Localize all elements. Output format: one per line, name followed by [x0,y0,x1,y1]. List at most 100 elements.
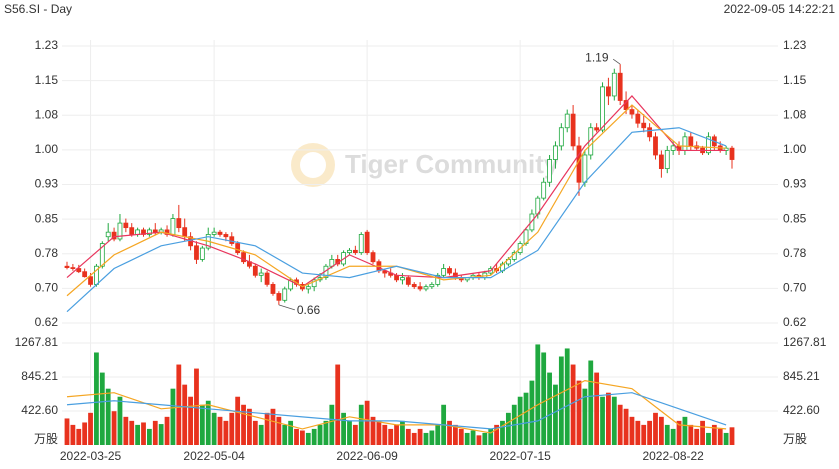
volume-bar [394,424,399,445]
volume-bar [541,352,547,445]
candle-body [435,274,441,285]
volume-bar [706,432,711,445]
volume-bar [305,432,311,445]
volume-bar [558,356,564,445]
candle-body [182,227,188,238]
volume-bar [594,372,600,445]
volume-bar [629,416,635,445]
candle-body [729,147,735,160]
candle-body [600,86,605,131]
volume-bar [388,428,394,445]
volume-bar [170,388,176,445]
volume-bar [182,384,188,445]
volume-bar [405,428,411,445]
volume-bar [252,420,258,445]
candle-body [176,218,182,229]
volume-bar [470,430,476,445]
volume-bar [123,416,129,445]
candle-body [82,271,88,278]
candle-body [311,279,317,288]
volume-bar [670,428,676,445]
volume-bar [188,396,193,445]
candle-body [152,229,158,233]
x-tick-label: 2022-06-09 [336,449,398,463]
volume-bar [364,400,370,445]
volume-bar [482,432,488,445]
candle-body [76,268,82,273]
volume-bar [505,412,511,445]
volume-bar [547,372,552,445]
candle-body [553,145,558,160]
volume-bar [99,372,105,445]
volume-bar [70,424,76,445]
volume-bar [411,432,417,445]
candle-body [429,284,435,288]
volume-bar [447,420,452,445]
volume-bar [94,352,99,445]
volume-bar [282,424,288,445]
y-tick-label-right: 1.00 [783,142,807,156]
candle-body [547,159,552,183]
symbol: S56.SI - Day [4,2,72,16]
volume-bar [111,411,117,445]
x-tick-label: 2022-05-04 [183,449,245,463]
y-tick-label-left: 1.15 [35,73,59,87]
volume-bar [317,424,323,445]
volume-bar [294,428,299,445]
candle-body [64,265,70,268]
annotation-leader [612,58,621,65]
moving-average-line [66,95,727,288]
volume-bar [517,396,523,445]
volume-bar [241,404,246,445]
volume-bar [453,424,458,445]
volume-bar [117,396,123,445]
candle-body [88,276,93,285]
volume-bar [258,424,264,445]
volume-bar [582,388,588,445]
candle-body [99,243,105,267]
volume-bar [217,416,223,445]
volume-bar [347,420,352,445]
candle-body [423,286,429,290]
volume-bar [176,364,182,445]
candle-body [664,150,670,170]
candle-body [105,231,111,238]
volume-bar [617,404,623,445]
candle-body [264,272,270,285]
volume-bar [141,422,146,445]
candle-body [647,127,653,138]
volume-bar [323,420,329,445]
volume-bar [223,420,229,445]
volume-bar [458,428,464,445]
candle-body [352,249,358,254]
candle-body [194,245,199,260]
volume-bar [600,396,605,445]
volume-bar [682,416,688,445]
y-tick-label-left: 0.85 [35,211,59,225]
candle-body [670,145,676,151]
y-tick-label-left: 1.08 [35,107,59,121]
candle-body [252,265,258,276]
y-tick-label-left: 0.62 [35,315,59,329]
volume-bar [341,412,346,445]
x-tick-label: 2022-03-25 [60,449,122,463]
volume-bar [717,428,723,445]
candle-body [447,268,452,274]
candle-body [123,222,129,229]
volume-bar [146,428,152,445]
moving-average-line [66,392,727,430]
candle-body [223,234,229,238]
y-tick-label-left: 1267.81 [15,335,59,349]
volume-bar [588,360,594,445]
volume-bar [229,412,235,445]
moving-average-line [66,127,727,313]
watermark-text: Tiger Community [345,149,559,179]
candle-body [258,272,264,276]
annotation-text: 0.66 [297,303,321,317]
y-tick-label-left: 422.60 [21,403,58,417]
candle-body [635,113,641,124]
candle-body [70,267,76,270]
volume-bar [76,428,82,445]
candle-body [170,218,176,235]
volume-bar [235,396,241,445]
